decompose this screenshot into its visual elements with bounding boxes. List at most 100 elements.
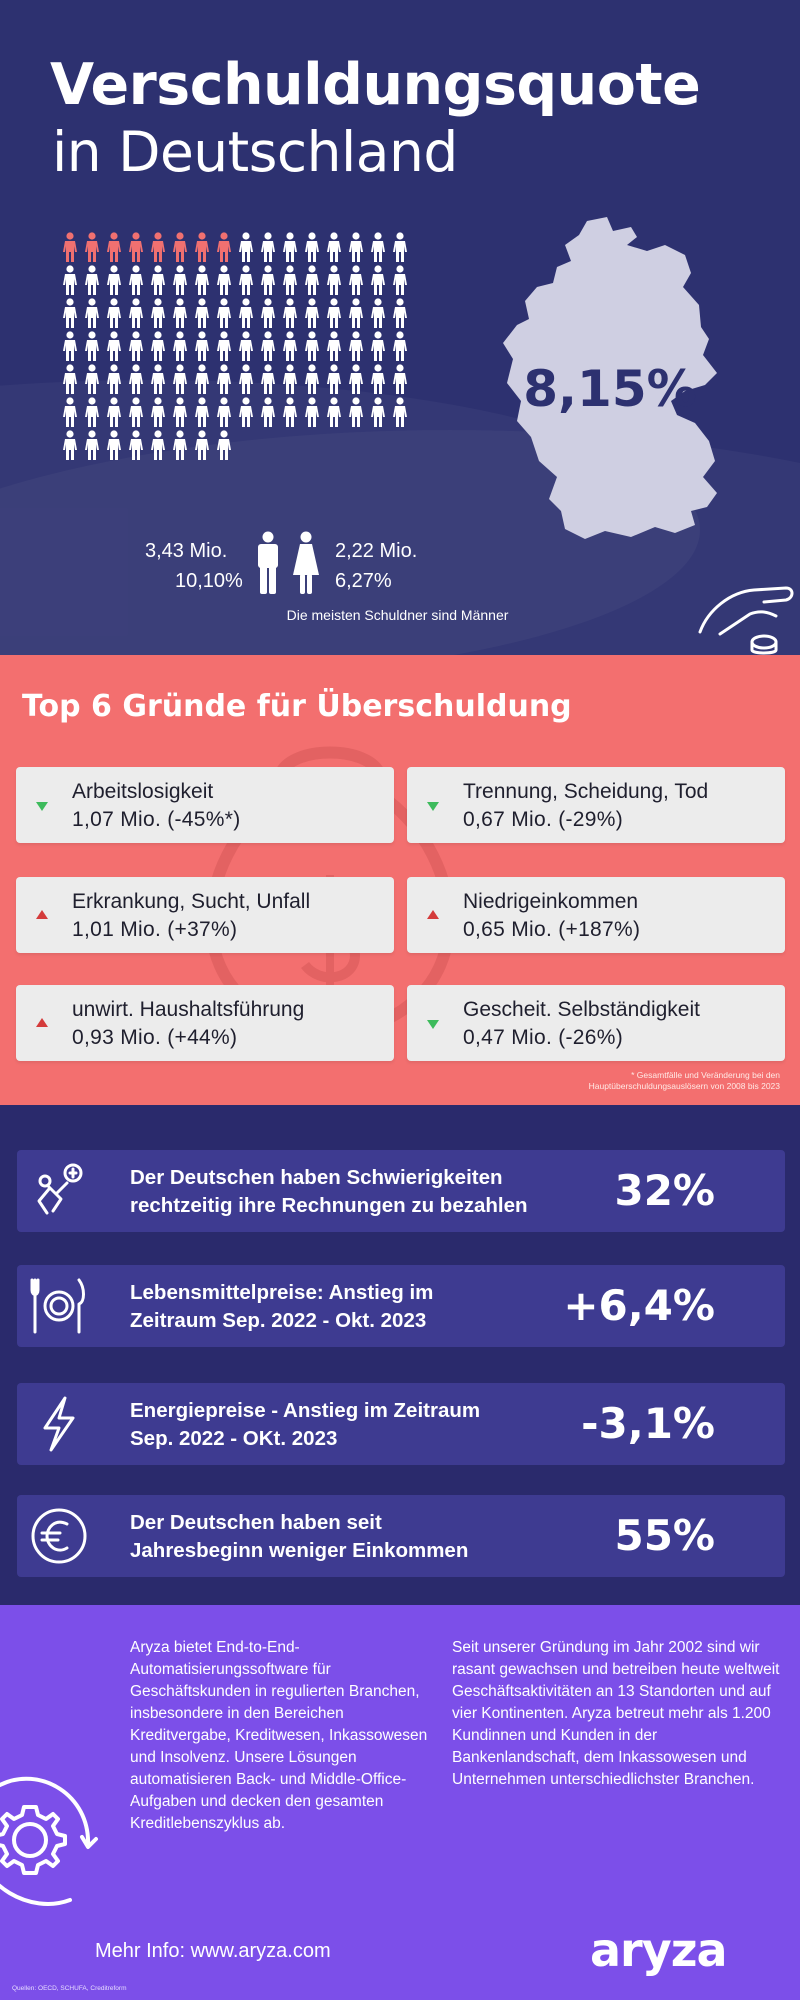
men-debtors-percent: 10,10% (175, 570, 243, 592)
person-icon (151, 298, 165, 328)
aryza-logo: aryza (590, 1923, 728, 1977)
person-icon (261, 397, 275, 427)
person-icon (195, 364, 209, 394)
person-icon (173, 397, 187, 427)
reason-value: 0,93 Mio. (+44%) (72, 1026, 238, 1049)
person-icon (261, 232, 275, 262)
sources-note: Quellen: OECD, SCHUFA, Creditreform (12, 1985, 127, 1992)
person-icon (63, 364, 77, 394)
person-icon (85, 331, 99, 361)
person-icon (107, 298, 121, 328)
stress-person-icon (27, 1159, 91, 1228)
person-icon (349, 265, 363, 295)
person-icon (239, 397, 253, 427)
person-icon-debtor (63, 232, 77, 262)
person-icon (173, 331, 187, 361)
person-icon (195, 265, 209, 295)
person-icon (371, 265, 385, 295)
reason-card: Arbeitslosigkeit 1,07 Mio. (-45%*) (16, 767, 394, 843)
person-icon (173, 298, 187, 328)
reason-card: Gescheit. Selbständigkeit 0,47 Mio. (-26… (407, 985, 785, 1061)
person-icon (371, 232, 385, 262)
reason-value: 0,67 Mio. (-29%) (463, 808, 624, 831)
person-icon (195, 331, 209, 361)
person-icon (327, 265, 341, 295)
person-icon (371, 298, 385, 328)
reason-label: unwirt. Haushaltsführung (72, 998, 305, 1021)
reasons-title: Top 6 Gründe für Überschuldung (22, 689, 572, 724)
reason-value: 1,01 Mio. (+37%) (72, 918, 238, 941)
reasons-section: Top 6 Gründe für Überschuldung Arbeitslo… (0, 655, 800, 1105)
person-icon (305, 331, 319, 361)
person-icon (195, 298, 209, 328)
reason-card: Niedrigeinkommen 0,65 Mio. (+187%) (407, 877, 785, 953)
person-icon (305, 298, 319, 328)
person-icon-debtor (151, 232, 165, 262)
person-icon (217, 364, 231, 394)
person-icon (305, 364, 319, 394)
person-icon (261, 331, 275, 361)
person-icon-debtor (129, 232, 143, 262)
person-icon (349, 298, 363, 328)
person-icon (85, 430, 99, 460)
person-icon (327, 397, 341, 427)
person-icon (107, 397, 121, 427)
reason-value: 0,65 Mio. (+187%) (463, 918, 641, 941)
person-icon (107, 430, 121, 460)
reason-card: Erkrankung, Sucht, Unfall 1,01 Mio. (+37… (16, 877, 394, 953)
person-icon (261, 364, 275, 394)
trend-down-icon (36, 802, 48, 811)
person-icon (349, 397, 363, 427)
food-plate-icon (27, 1274, 91, 1343)
person-icon (327, 232, 341, 262)
person-icon (217, 298, 231, 328)
stat-value: 55% (614, 1511, 715, 1560)
stat-card: Lebensmittelpreise: Anstieg im Zeitraum … (17, 1265, 785, 1347)
person-icon (371, 364, 385, 394)
person-icon (371, 397, 385, 427)
about-text-right: Seit unserer Gründung im Jahr 2002 sind … (452, 1639, 780, 1788)
germany-map-shape (503, 217, 717, 539)
person-icon (283, 331, 297, 361)
person-icon (63, 265, 77, 295)
person-icon (283, 364, 297, 394)
person-icon (63, 397, 77, 427)
person-icon-debtor (85, 232, 99, 262)
person-icon (151, 397, 165, 427)
person-icon (107, 265, 121, 295)
reason-value: 0,47 Mio. (-26%) (463, 1026, 624, 1049)
stats-section: Der Deutschen haben Schwierigkeiten rech… (0, 1105, 800, 1605)
person-icon (129, 397, 143, 427)
person-icon (151, 265, 165, 295)
person-icon (239, 364, 253, 394)
trend-up-icon (427, 910, 439, 919)
person-icon (173, 364, 187, 394)
man-icon (253, 531, 283, 600)
person-icon (107, 331, 121, 361)
more-info-link[interactable]: Mehr Info: www.aryza.com (95, 1940, 331, 1962)
person-icon (195, 397, 209, 427)
person-icon (63, 331, 77, 361)
person-icon (217, 331, 231, 361)
stat-text: Der Deutschen haben seit Jahresbeginn we… (130, 1511, 469, 1563)
person-icon (305, 265, 319, 295)
person-icon (283, 232, 297, 262)
women-debtors-count: 2,22 Mio. (335, 540, 418, 562)
reason-label: Erkrankung, Sucht, Unfall (72, 890, 311, 913)
person-icon (63, 430, 77, 460)
reason-value: 1,07 Mio. (-45%*) (72, 808, 241, 831)
stat-value: -3,1% (581, 1399, 715, 1448)
page-title: Verschuldungsquote (50, 52, 701, 118)
person-icon (305, 397, 319, 427)
reason-label: Arbeitslosigkeit (72, 780, 214, 803)
person-icon (327, 364, 341, 394)
person-icon (349, 364, 363, 394)
person-icon (327, 298, 341, 328)
person-icon (393, 298, 407, 328)
lightning-icon (27, 1392, 91, 1461)
person-icon (151, 331, 165, 361)
person-icon (349, 331, 363, 361)
reasons-footnote: * Gesamtfälle und Veränderung bei den Ha… (588, 1070, 780, 1092)
person-icon (129, 265, 143, 295)
person-icon (239, 232, 253, 262)
